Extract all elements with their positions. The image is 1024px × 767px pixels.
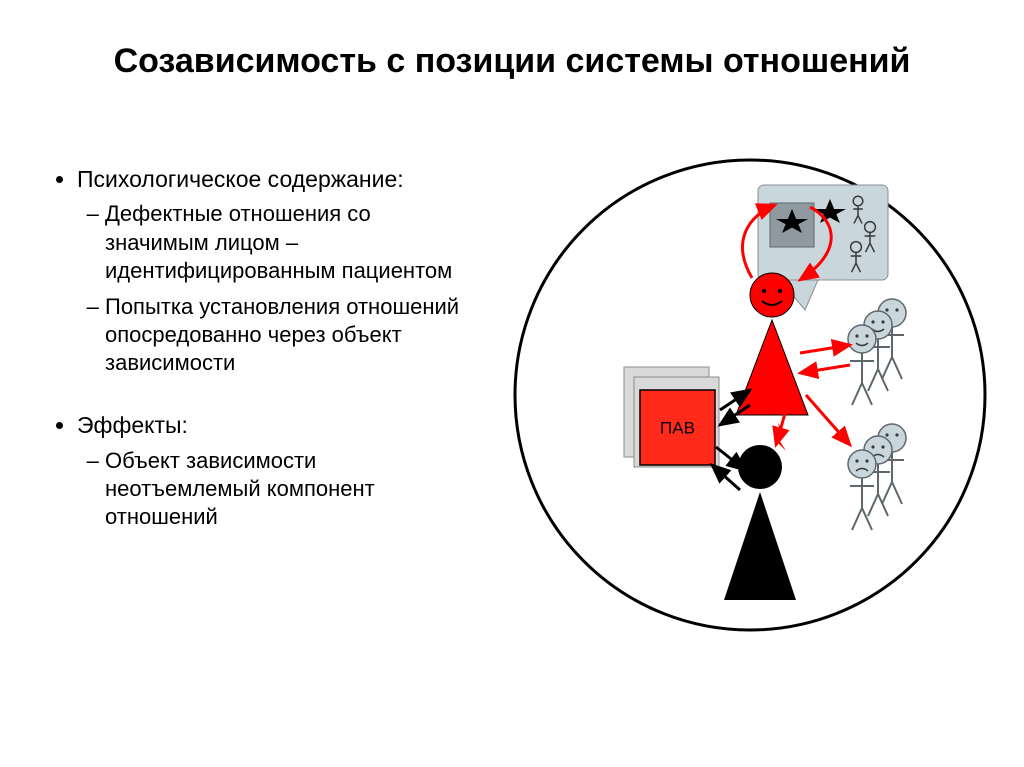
person-icon bbox=[848, 325, 876, 353]
eye-icon bbox=[855, 334, 858, 337]
eye-icon bbox=[885, 308, 888, 311]
eye-icon bbox=[865, 334, 868, 337]
arrow-2 bbox=[800, 345, 850, 353]
eye-icon bbox=[762, 289, 766, 293]
person-icon bbox=[848, 450, 876, 478]
eye-icon bbox=[895, 433, 898, 436]
arrow-4 bbox=[806, 395, 850, 445]
eye-icon bbox=[778, 289, 782, 293]
bolt-icon bbox=[774, 423, 786, 451]
diagram: ПАВ bbox=[500, 145, 1000, 645]
arrow-9 bbox=[712, 465, 740, 490]
slide: Созависимость с позиции системы отношени… bbox=[0, 0, 1024, 767]
bullet-1-heading: Психологическое содержание: bbox=[77, 166, 404, 192]
slide-title: Созависимость с позиции системы отношени… bbox=[0, 40, 1024, 83]
bullet-1: Психологическое содержание: Дефектные от… bbox=[77, 165, 475, 377]
person-icon bbox=[850, 353, 874, 405]
eye-icon bbox=[871, 445, 874, 448]
eye-icon bbox=[871, 320, 874, 323]
red-figure-body bbox=[736, 320, 808, 415]
person-icon bbox=[850, 478, 874, 530]
bullet-1-sub-1: Дефектные отношения со значимым лицом – … bbox=[105, 200, 475, 284]
red-box-label: ПАВ bbox=[660, 419, 695, 438]
black-figure-body bbox=[724, 492, 796, 600]
bullet-2-heading: Эффекты: bbox=[77, 412, 188, 438]
eye-icon bbox=[881, 320, 884, 323]
eye-icon bbox=[885, 433, 888, 436]
eye-icon bbox=[895, 308, 898, 311]
bullet-2-sub-1: Объект зависимости неотъемлемый компонен… bbox=[105, 447, 475, 531]
bullet-2: Эффекты: Объект зависимости неотъемлемый… bbox=[77, 411, 475, 531]
bullet-1-sub-2: Попытка установления отношений опосредов… bbox=[105, 293, 475, 377]
eye-icon bbox=[881, 445, 884, 448]
eye-icon bbox=[865, 459, 868, 462]
black-figure-head bbox=[738, 445, 782, 489]
arrow-3 bbox=[800, 365, 850, 373]
red-figure-head bbox=[750, 273, 794, 317]
eye-icon bbox=[855, 459, 858, 462]
bullet-block: Психологическое содержание: Дефектные от… bbox=[55, 165, 475, 549]
